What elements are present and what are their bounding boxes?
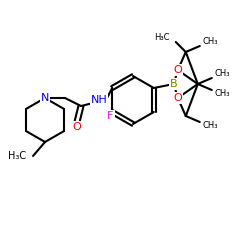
Text: NH: NH bbox=[90, 95, 108, 105]
Text: F: F bbox=[107, 111, 114, 121]
Text: O: O bbox=[72, 122, 82, 132]
Text: O: O bbox=[174, 93, 182, 103]
Text: H₃C: H₃C bbox=[154, 34, 170, 42]
Text: CH₃: CH₃ bbox=[203, 122, 218, 130]
Text: N: N bbox=[41, 93, 49, 103]
Text: B: B bbox=[170, 79, 177, 89]
Text: CH₃: CH₃ bbox=[215, 90, 230, 98]
Text: CH₃: CH₃ bbox=[215, 70, 230, 78]
Text: CH₃: CH₃ bbox=[203, 38, 218, 46]
Text: H₃C: H₃C bbox=[8, 151, 26, 161]
Text: O: O bbox=[174, 65, 182, 75]
